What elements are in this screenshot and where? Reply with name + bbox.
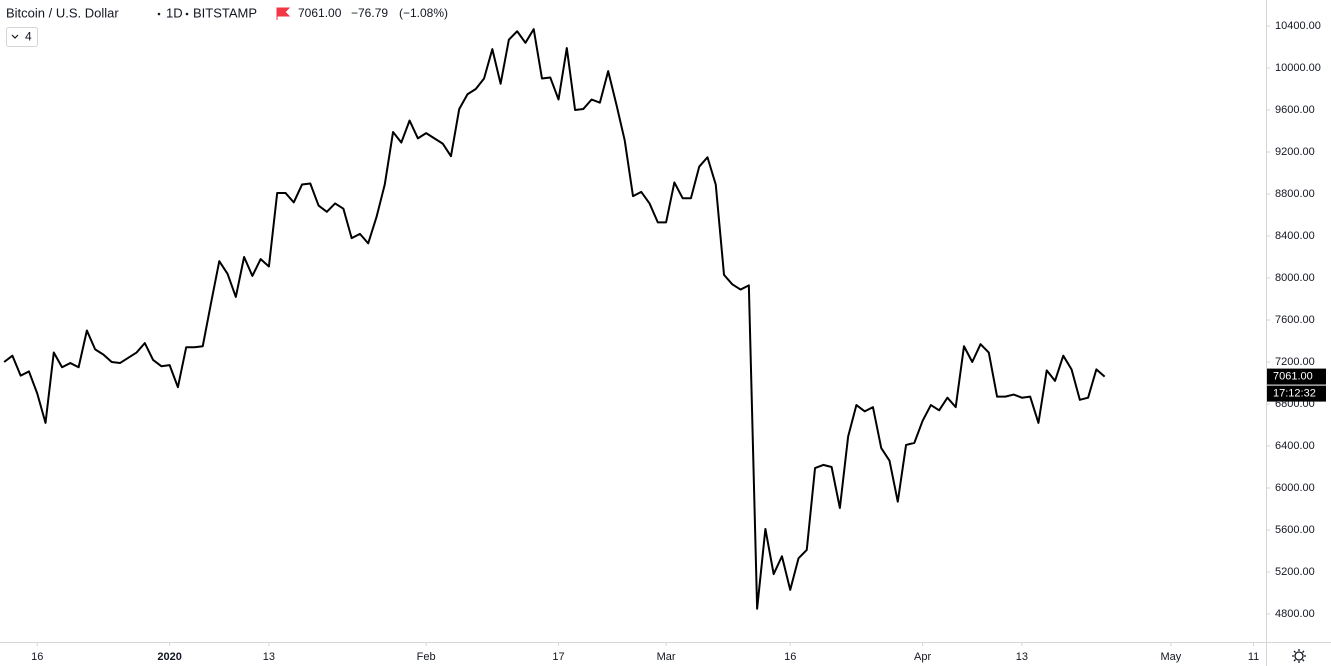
settings-icon[interactable] [1292,649,1306,663]
price-line [3,28,1106,610]
separator [157,12,161,16]
x-tick-label: Apr [914,651,931,663]
legend-header: Bitcoin / U.S. Dollar 1D BITSTAMP 7061.0… [6,5,448,47]
y-tick-label: 4800.00 [1275,608,1315,620]
y-tick-label: 6400.00 [1275,440,1315,452]
x-tick-label: 16 [31,651,43,663]
y-tick-label: 9200.00 [1275,146,1315,158]
countdown-label: 17:12:32 [1273,387,1316,399]
y-tick-label: 9600.00 [1275,104,1315,116]
y-tick-label: 10400.00 [1275,20,1321,32]
y-tick-label: 8400.00 [1275,230,1315,242]
separator [185,12,189,16]
y-tick-label: 8000.00 [1275,272,1315,284]
x-tick-label: 13 [263,651,275,663]
x-tick-label: May [1160,651,1181,663]
y-tick-label: 7600.00 [1275,314,1315,326]
x-tick-label: 16 [784,651,796,663]
x-tick-label: Feb [417,651,436,663]
price-marker-label: 7061.00 [1273,370,1313,382]
chevron-icon [11,34,19,39]
change-percent: (−1.08%) [399,6,448,20]
gear-teeth [1292,649,1306,663]
change: −76.79 [351,6,388,20]
y-tick-label: 10000.00 [1275,62,1321,74]
x-tick-label: Mar [657,651,676,663]
y-tick-label: 7200.00 [1275,356,1315,368]
x-tick-label: 17 [552,651,564,663]
countdown-marker [1267,385,1326,402]
symbol-title: Bitcoin / U.S. Dollar [6,5,119,20]
exchange: BITSTAMP [193,5,257,20]
last-price: 7061.00 [298,6,342,20]
price-marker [1267,368,1326,385]
y-tick-label: 5600.00 [1275,524,1315,536]
x-tick-label: 13 [1016,651,1028,663]
indicator-count: 4 [25,30,32,44]
y-tick-label: 8800.00 [1275,188,1315,200]
gear [1294,651,1304,661]
indicators-toggle[interactable] [6,27,38,47]
x-tick-label: 11 [1248,651,1259,663]
y-tick-label: 6000.00 [1275,482,1315,494]
flag-icon[interactable] [276,7,291,20]
interval: 1D [166,5,183,20]
x-tick-label: 2020 [157,651,181,663]
y-tick-label: 5200.00 [1275,566,1315,578]
